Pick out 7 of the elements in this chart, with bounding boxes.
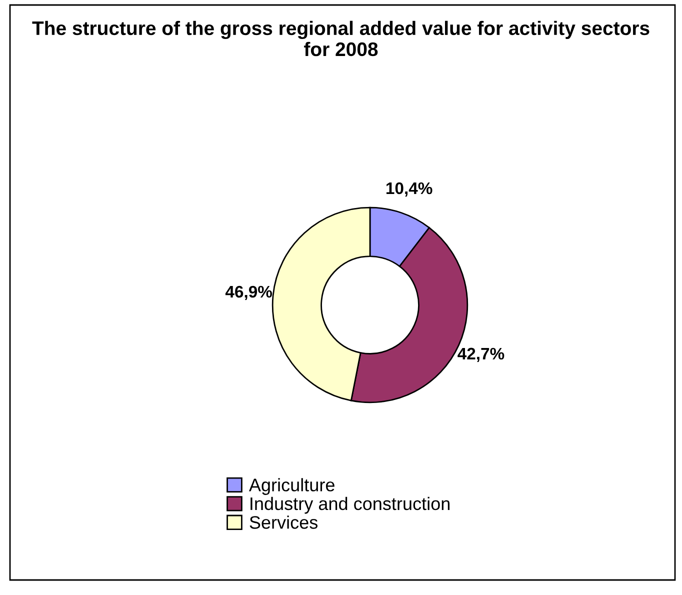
legend-label: Industry and construction [250,496,450,514]
data-label: 46,9% [225,286,272,300]
legend-label: Services [250,516,318,529]
chart-title: The structure of the gross regional added value for activity sectors for 2008 [32,20,650,56]
data-label: 10,4% [386,182,432,197]
data-label: 42,7% [458,348,504,362]
legend-label: Agriculture [248,478,334,495]
